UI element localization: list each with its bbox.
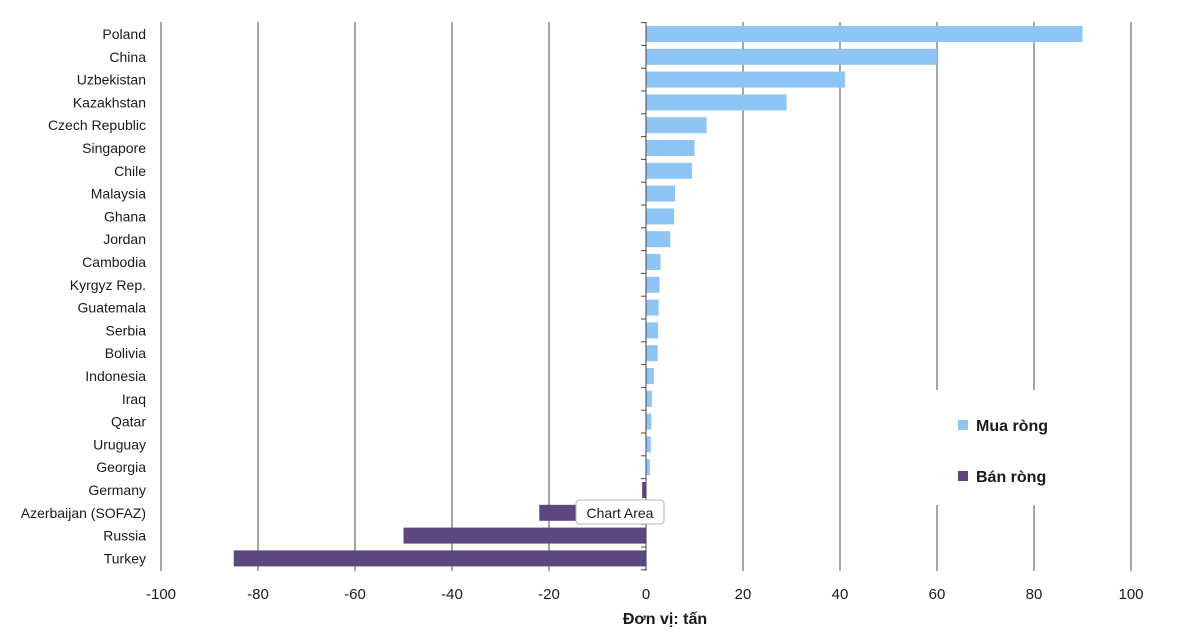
bar-singapore[interactable] <box>646 140 695 156</box>
bar-jordan[interactable] <box>646 231 671 248</box>
bar-bolivia[interactable] <box>646 345 658 362</box>
bar-cambodia[interactable] <box>646 254 661 270</box>
bar-poland[interactable] <box>646 26 1083 42</box>
category-label: Cambodia <box>82 254 146 270</box>
category-labels: Poland China Uzbekistan Kazakhstan Czech Rep… <box>21 26 147 566</box>
bar-germany[interactable] <box>642 482 646 498</box>
bar-kyrgyz-rep[interactable] <box>646 276 660 293</box>
x-tick-label: -40 <box>441 586 463 603</box>
category-label: Guatemala <box>78 300 147 316</box>
legend-label-ban-rong: Bán ròng <box>976 469 1046 486</box>
x-tick-label: 40 <box>832 586 849 603</box>
category-label: Ghana <box>104 208 146 224</box>
x-tick-label: -20 <box>538 586 560 603</box>
bar-uruguay[interactable] <box>646 436 651 453</box>
x-tick-label: -100 <box>146 586 176 603</box>
x-tick-label: -60 <box>344 586 366 603</box>
x-axis-title: Đơn vị: tấn <box>623 611 707 628</box>
bar-georgia[interactable] <box>646 459 650 476</box>
category-label: Kyrgyz Rep. <box>70 277 146 293</box>
value-tick-labels: -100 -80 -60 -40 -20 0 20 40 60 80 100 <box>146 586 1144 603</box>
bar-iraq[interactable] <box>646 390 652 407</box>
bar-indonesia[interactable] <box>646 368 654 384</box>
bars <box>233 26 1083 567</box>
x-tick-label: 100 <box>1118 586 1143 603</box>
bar-guatemala[interactable] <box>646 299 659 316</box>
category-label: Turkey <box>104 550 146 566</box>
category-label: Jordan <box>103 231 146 247</box>
category-label: Kazakhstan <box>73 94 146 110</box>
bar-ghana[interactable] <box>646 208 675 225</box>
category-label: Azerbaijan (SOFAZ) <box>21 505 146 521</box>
x-tick-label: 60 <box>929 586 946 603</box>
category-label: China <box>109 49 146 65</box>
category-label: Uruguay <box>93 436 146 452</box>
legend-label-mua-rong: Mua ròng <box>976 418 1048 435</box>
bar-russia[interactable] <box>403 527 647 544</box>
x-tick-label: 0 <box>642 586 650 603</box>
bar-chile[interactable] <box>646 162 693 179</box>
legend[interactable]: Mua ròng Bán ròng <box>934 390 1114 505</box>
category-label: Chile <box>114 163 146 179</box>
category-label: Malaysia <box>91 186 146 202</box>
bar-serbia[interactable] <box>646 322 659 339</box>
category-label: Singapore <box>82 140 146 156</box>
category-axis <box>641 22 647 571</box>
legend-swatch-mua-rong <box>958 420 968 430</box>
x-tick-label: 20 <box>735 586 752 603</box>
tooltip-text: Chart Area <box>587 505 654 521</box>
category-label: Georgia <box>96 459 146 475</box>
bar-kazakhstan[interactable] <box>646 94 787 111</box>
legend-background <box>934 390 1114 505</box>
category-label: Uzbekistan <box>77 72 146 88</box>
bar-uzbekistan[interactable] <box>646 71 845 88</box>
category-label: Bolivia <box>105 345 146 361</box>
bar-czech-republic[interactable] <box>646 117 707 134</box>
x-tick-label: 80 <box>1026 586 1043 603</box>
tooltip-box <box>575 499 665 525</box>
bar-turkey[interactable] <box>233 550 646 567</box>
category-label: Serbia <box>106 322 147 338</box>
bar-malaysia[interactable] <box>646 185 676 202</box>
category-label: Czech Republic <box>48 117 146 133</box>
category-label: Poland <box>102 26 146 42</box>
chart-area-tooltip: Chart Area <box>575 499 665 525</box>
legend-swatch-ban-rong <box>958 471 968 481</box>
bar-china[interactable] <box>646 48 937 65</box>
grid-lines <box>160 22 1132 571</box>
category-label: Russia <box>103 528 146 544</box>
category-label: Germany <box>88 482 146 498</box>
x-tick-label: -80 <box>247 586 269 603</box>
category-label: Qatar <box>111 414 146 430</box>
category-label: Indonesia <box>85 368 146 384</box>
category-label: Iraq <box>122 391 146 407</box>
bar-qatar[interactable] <box>646 413 652 430</box>
